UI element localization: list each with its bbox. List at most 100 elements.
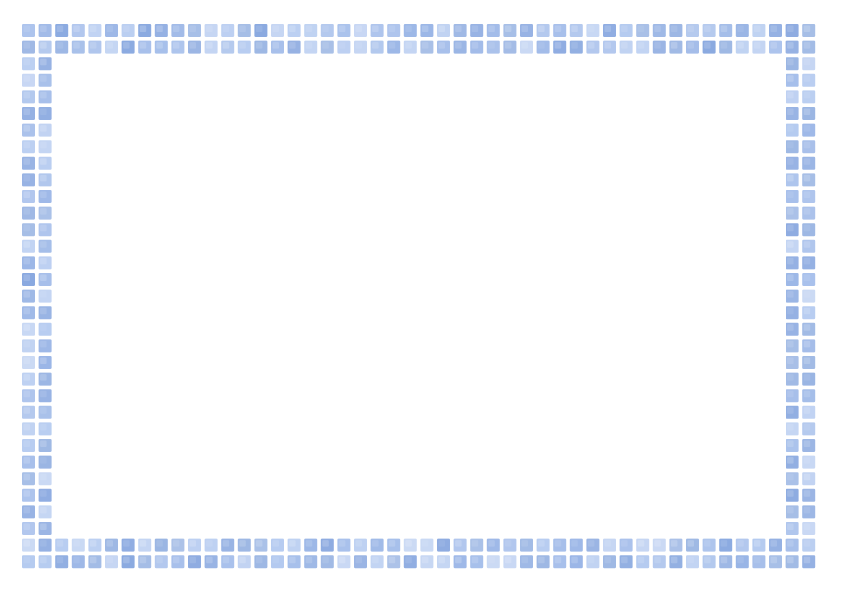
tile-highlight [770, 25, 777, 32]
border-tile [55, 24, 69, 37]
tile-highlight [637, 42, 645, 49]
tile-highlight [23, 241, 30, 248]
border-tile [304, 24, 318, 37]
border-tile [702, 555, 716, 569]
border-tile [735, 555, 749, 569]
border-tile [785, 107, 799, 120]
border-tile [354, 40, 367, 54]
tile-highlight [322, 540, 329, 547]
tile-highlight [89, 556, 97, 564]
border-tile [88, 40, 102, 54]
tile-highlight [40, 540, 47, 547]
border-tile [785, 322, 799, 336]
border-tile [453, 40, 467, 54]
tile-highlight [40, 257, 47, 265]
border-tile [88, 538, 102, 552]
tile-highlight [23, 91, 30, 99]
border-tile [337, 538, 351, 552]
tile-highlight [587, 540, 595, 547]
border-tile [785, 439, 799, 452]
tile-highlight [803, 374, 811, 381]
border-tile [271, 40, 284, 54]
tile-highlight [787, 224, 794, 232]
border-tile [785, 173, 799, 187]
border-tile [188, 24, 201, 37]
border-tile [287, 555, 301, 569]
border-tile [320, 24, 334, 37]
tile-highlight [23, 291, 30, 298]
border-tile [387, 538, 401, 552]
border-tile [38, 256, 52, 270]
tile-highlight [23, 108, 30, 115]
border-tile [221, 24, 235, 37]
border-tile [22, 90, 35, 104]
tile-highlight [189, 25, 196, 32]
border-tile [138, 40, 152, 54]
tile-highlight [621, 42, 628, 49]
border-tile [802, 356, 816, 369]
tile-highlight [56, 25, 64, 32]
border-tile [719, 24, 733, 37]
tile-highlight [222, 540, 230, 547]
tile-highlight [720, 42, 728, 49]
border-tile [254, 24, 268, 37]
tile-highlight [305, 556, 313, 564]
border-tile [802, 439, 816, 452]
border-tile [55, 538, 69, 552]
border-tile [735, 24, 749, 37]
border-tile [38, 455, 52, 469]
border-tile [802, 389, 816, 403]
border-tile [785, 73, 799, 87]
tile-highlight [388, 556, 396, 564]
border-tile [802, 156, 816, 170]
tile-highlight [305, 25, 313, 32]
tile-highlight [504, 42, 512, 49]
tile-highlight [787, 174, 794, 182]
tile-highlight [73, 540, 80, 547]
border-tile [22, 306, 35, 320]
tile-highlight [654, 540, 661, 547]
tile-highlight [23, 141, 30, 149]
border-tile [304, 555, 318, 569]
tile-highlight [40, 108, 47, 115]
border-tile [254, 555, 268, 569]
tile-highlight [704, 42, 711, 49]
tile-highlight [372, 540, 379, 547]
tile-highlight [621, 540, 628, 547]
tile-highlight [538, 556, 545, 564]
tile-highlight [189, 540, 196, 547]
border-tile [287, 538, 301, 552]
tile-highlight [23, 457, 30, 464]
tile-highlight [40, 241, 47, 248]
border-tile [603, 40, 616, 54]
tile-highlight [438, 540, 445, 547]
tile-highlight [156, 42, 163, 49]
border-tile [669, 555, 683, 569]
tile-highlight [803, 523, 811, 530]
border-tile [802, 339, 816, 353]
tile-highlight [787, 324, 794, 331]
tile-highlight [521, 556, 528, 564]
tile-highlight [139, 540, 147, 547]
tile-highlight [787, 208, 794, 215]
tile-highlight [23, 556, 30, 564]
border-tile [802, 57, 816, 71]
border-tile [22, 24, 35, 37]
tile-highlight [338, 540, 346, 547]
tile-highlight [587, 42, 595, 49]
border-tile [38, 372, 52, 386]
tile-highlight [40, 307, 47, 315]
tile-highlight [803, 58, 811, 66]
border-tile [785, 405, 799, 419]
tile-highlight [156, 25, 163, 32]
tile-highlight [23, 208, 30, 215]
tile-highlight [23, 58, 30, 66]
border-tile [22, 256, 35, 270]
border-tile [22, 239, 35, 253]
border-tile [38, 538, 52, 552]
border-tile [304, 538, 318, 552]
tile-highlight [687, 25, 694, 32]
border-tile [22, 223, 35, 237]
